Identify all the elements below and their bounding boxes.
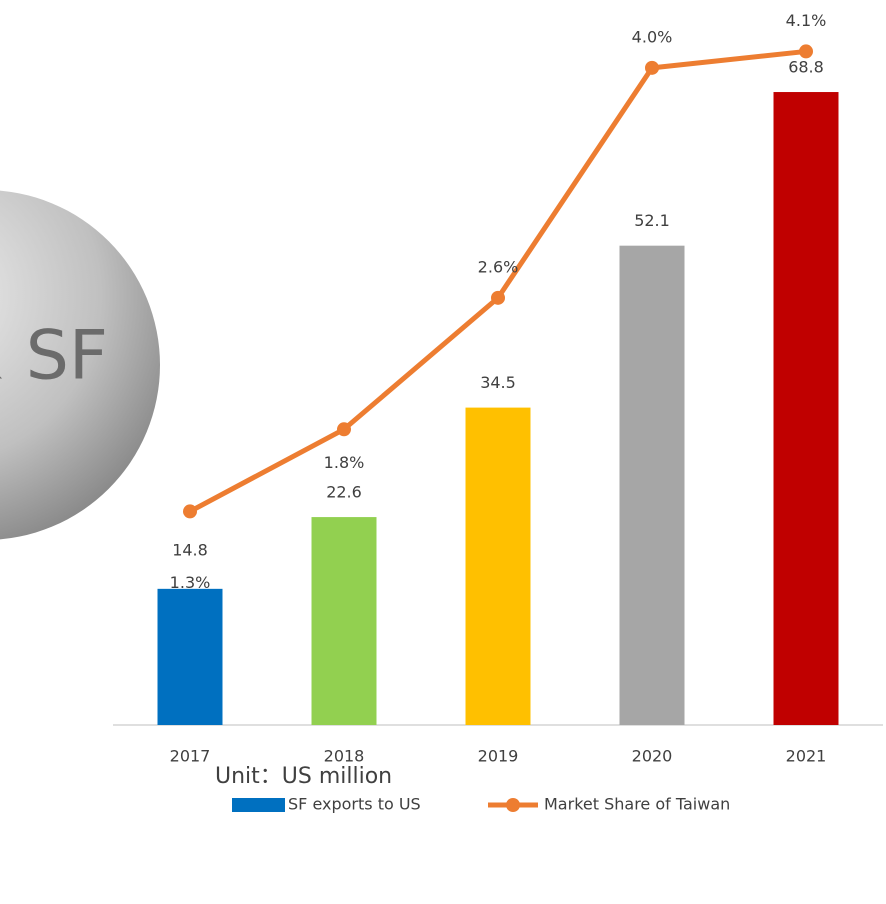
line-marker (337, 422, 351, 436)
legend-swatch (232, 798, 285, 812)
x-tick-label: 2018 (324, 747, 365, 766)
legend-marker (506, 798, 520, 812)
line-marker (645, 61, 659, 75)
line-label: 4.0% (632, 27, 673, 46)
unit-note: Unit：US million (215, 764, 392, 789)
line-marker (183, 504, 197, 518)
chart: & SF Unit：US million 2017 2018 2019 2020 202… (0, 0, 886, 904)
bar-label: 22.6 (326, 483, 362, 502)
page: & SF Unit：US million 2017 2018 2019 2020 202… (0, 0, 886, 904)
line-marker (491, 291, 505, 305)
legend-label: Market Share of Taiwan (544, 795, 730, 814)
bar (466, 408, 531, 725)
line-label: 4.1% (786, 11, 827, 30)
legend-label: SF exports to US (288, 795, 421, 814)
bar-label: 34.5 (480, 373, 516, 392)
x-tick-label: 2019 (478, 747, 519, 766)
bar-label: 68.8 (788, 58, 824, 77)
bar-label: 52.1 (634, 211, 670, 230)
x-tick-label: 2020 (632, 747, 673, 766)
bar (312, 517, 377, 725)
bar (620, 246, 685, 725)
x-tick-label: 2017 (170, 747, 211, 766)
bar (774, 92, 839, 725)
line-label: 1.3% (170, 573, 211, 592)
badge-text: & SF (0, 317, 108, 396)
line-marker (799, 44, 813, 58)
line-label: 2.6% (478, 257, 519, 276)
line-label: 1.8% (324, 453, 365, 472)
bar-label: 14.8 (172, 540, 208, 559)
bar (158, 589, 223, 725)
x-tick-label: 2021 (786, 747, 827, 766)
